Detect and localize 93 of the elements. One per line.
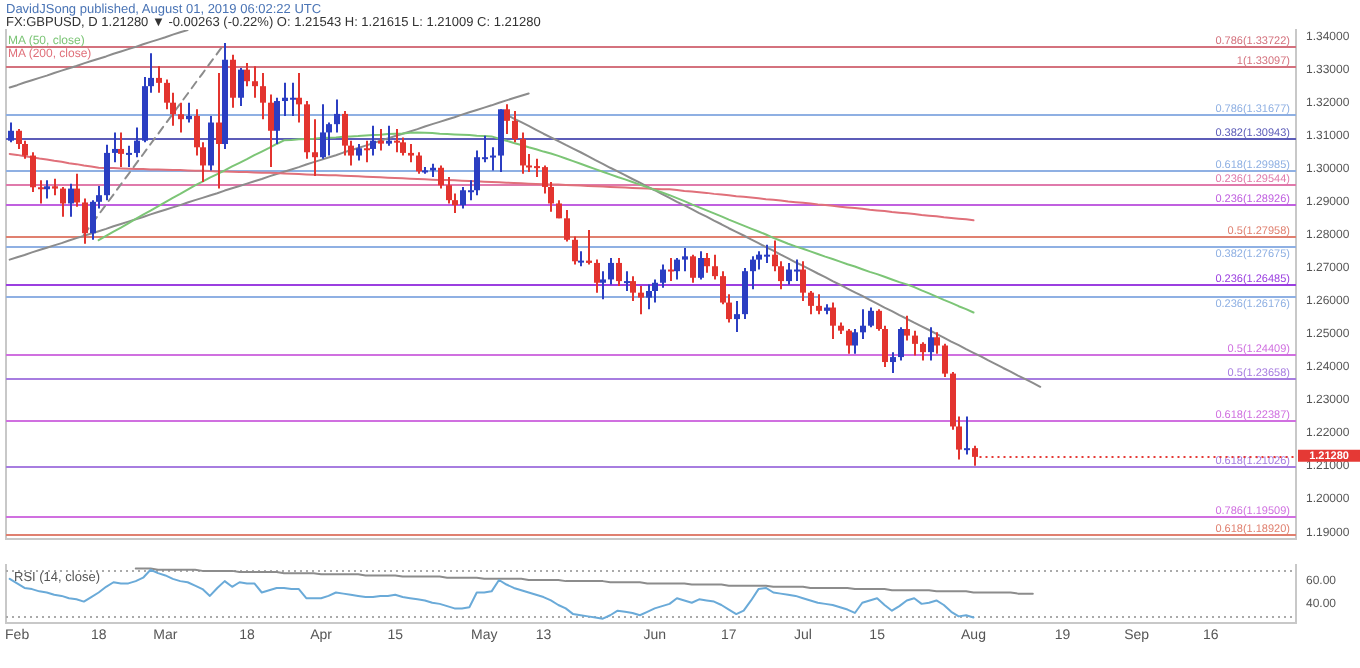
candlestick xyxy=(446,176,452,205)
candlestick xyxy=(394,128,400,154)
candlestick xyxy=(438,164,444,190)
candlestick xyxy=(156,65,162,94)
candlestick xyxy=(934,331,940,355)
candlestick xyxy=(268,93,274,169)
candlestick xyxy=(178,101,184,134)
candlestick xyxy=(82,197,88,245)
candlestick xyxy=(572,235,578,266)
candlestick xyxy=(794,258,800,283)
candlestick xyxy=(682,247,688,273)
candlestick xyxy=(186,101,192,124)
candlestick xyxy=(386,124,392,147)
candlestick xyxy=(742,266,748,321)
candlestick xyxy=(646,283,652,311)
candlestick xyxy=(320,103,326,160)
candlestick xyxy=(942,342,948,378)
candlestick xyxy=(244,62,250,88)
candlestick xyxy=(860,308,866,340)
candlestick xyxy=(8,121,14,144)
candlestick xyxy=(38,179,44,205)
candlestick xyxy=(652,278,658,304)
candlestick xyxy=(912,329,918,357)
candlestick xyxy=(660,263,666,289)
candlestick xyxy=(534,157,540,179)
candlestick xyxy=(504,103,510,136)
candlestick xyxy=(698,250,704,281)
candlestick xyxy=(408,142,414,164)
candlestick xyxy=(104,143,110,202)
candlestick xyxy=(852,328,858,355)
candlestick xyxy=(68,182,74,218)
candlestick xyxy=(674,256,680,281)
candlestick xyxy=(600,270,606,301)
candlestick xyxy=(312,118,318,178)
candlestick xyxy=(816,293,822,316)
candlestick xyxy=(342,109,348,157)
candlestick xyxy=(44,179,50,200)
candlestick xyxy=(512,109,518,144)
candlestick xyxy=(964,415,970,456)
candlestick xyxy=(594,258,600,294)
candlestick xyxy=(474,149,480,197)
candlestick xyxy=(638,285,644,316)
candlestick xyxy=(126,144,132,169)
candlestick xyxy=(786,261,792,286)
candlestick xyxy=(520,131,526,175)
candlestick xyxy=(334,98,340,134)
candlestick xyxy=(830,301,836,340)
candlestick xyxy=(564,209,570,243)
candlestick xyxy=(400,136,406,157)
candlestick xyxy=(898,326,904,362)
candlestick xyxy=(216,71,222,190)
candlestick xyxy=(290,81,296,117)
candlestick xyxy=(928,326,934,362)
candlestick xyxy=(890,351,896,374)
candlestick xyxy=(704,252,710,274)
candlestick xyxy=(712,253,718,281)
candlestick xyxy=(282,81,288,117)
candlestick xyxy=(364,139,370,164)
candlestick xyxy=(378,128,384,152)
candlestick xyxy=(668,256,674,283)
candlestick xyxy=(868,306,874,329)
candlestick xyxy=(260,71,266,121)
candlestick xyxy=(750,255,756,291)
candlestick xyxy=(118,131,124,169)
candlestick xyxy=(274,96,280,145)
candlestick xyxy=(800,260,806,302)
candlestick xyxy=(416,151,422,175)
candlestick xyxy=(296,71,302,124)
candlestick xyxy=(60,185,66,218)
candlestick xyxy=(846,328,852,355)
candlestick xyxy=(112,131,118,164)
candlestick xyxy=(734,299,740,333)
candlestick xyxy=(460,185,466,210)
candlestick xyxy=(764,243,770,264)
candlestick xyxy=(608,256,614,286)
candlestick xyxy=(904,314,910,342)
candlestick xyxy=(304,100,310,160)
candlestick xyxy=(30,151,36,193)
candlestick xyxy=(630,275,636,302)
candlestick xyxy=(252,65,258,99)
candlestick xyxy=(134,126,140,159)
candlestick xyxy=(920,341,926,362)
candlestick xyxy=(74,172,80,208)
candlestick xyxy=(238,67,244,107)
candlestick xyxy=(690,253,696,284)
candlestick xyxy=(616,256,622,288)
candlestick xyxy=(498,108,504,174)
candlestick xyxy=(808,290,814,316)
candlestick xyxy=(624,270,630,293)
candlestick xyxy=(230,53,236,109)
candlestick xyxy=(208,114,214,172)
candlestick xyxy=(370,124,376,157)
candlestick xyxy=(490,146,496,172)
